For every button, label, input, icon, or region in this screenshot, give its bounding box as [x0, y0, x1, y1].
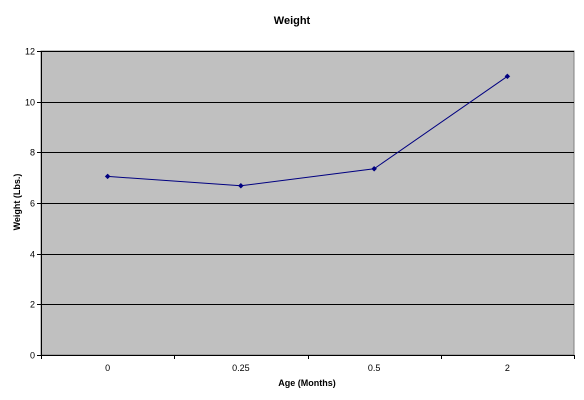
y-tick-label: 4: [30, 250, 35, 260]
data-point-marker: [371, 165, 377, 172]
y-tick-label: 6: [30, 199, 35, 209]
series-group: [104, 73, 511, 189]
chart-title: Weight: [274, 15, 311, 27]
y-tick-label: 0: [30, 351, 35, 361]
x-axis-label: Age (Months): [278, 378, 336, 388]
axes: [41, 51, 575, 359]
gridlines: [37, 51, 574, 356]
x-tick-label: 2: [505, 363, 510, 373]
y-tick-label: 10: [25, 98, 35, 108]
data-point-marker: [504, 73, 511, 80]
data-point-marker: [238, 182, 244, 189]
y-tick-label: 8: [30, 148, 35, 158]
y-axis-label: Weight (Lbs.): [12, 174, 22, 231]
y-tick-labels: 0 2 4 6 8 10 12: [25, 47, 35, 361]
x-tick-label: 0.5: [368, 363, 381, 373]
series-line: [107, 75, 508, 187]
x-tick-label: 0.25: [232, 363, 250, 373]
y-tick-label: 12: [25, 47, 35, 57]
data-point-marker: [104, 173, 111, 180]
y-tick-label: 2: [30, 300, 35, 310]
x-tick-labels: 0 0.25 0.5 2: [105, 363, 510, 373]
x-tick-label: 0: [105, 363, 110, 373]
